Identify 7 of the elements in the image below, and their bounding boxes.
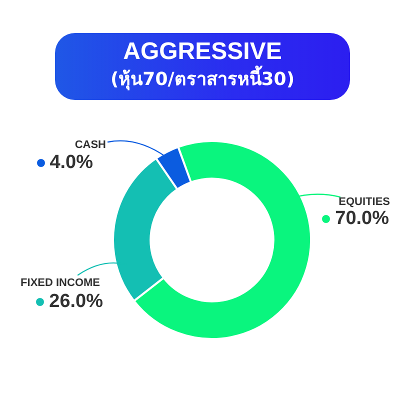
data-label: 4.0% — [50, 152, 94, 174]
data-label: 70.0% — [335, 208, 390, 230]
slice-label: FIXED INCOME — [20, 277, 100, 290]
chart-title: AGGRESSIVE — [123, 38, 282, 65]
slice-label: CASH — [74, 139, 106, 152]
data-label: 26.0% — [49, 291, 104, 312]
slice-label: EQUITIES — [338, 196, 390, 208]
